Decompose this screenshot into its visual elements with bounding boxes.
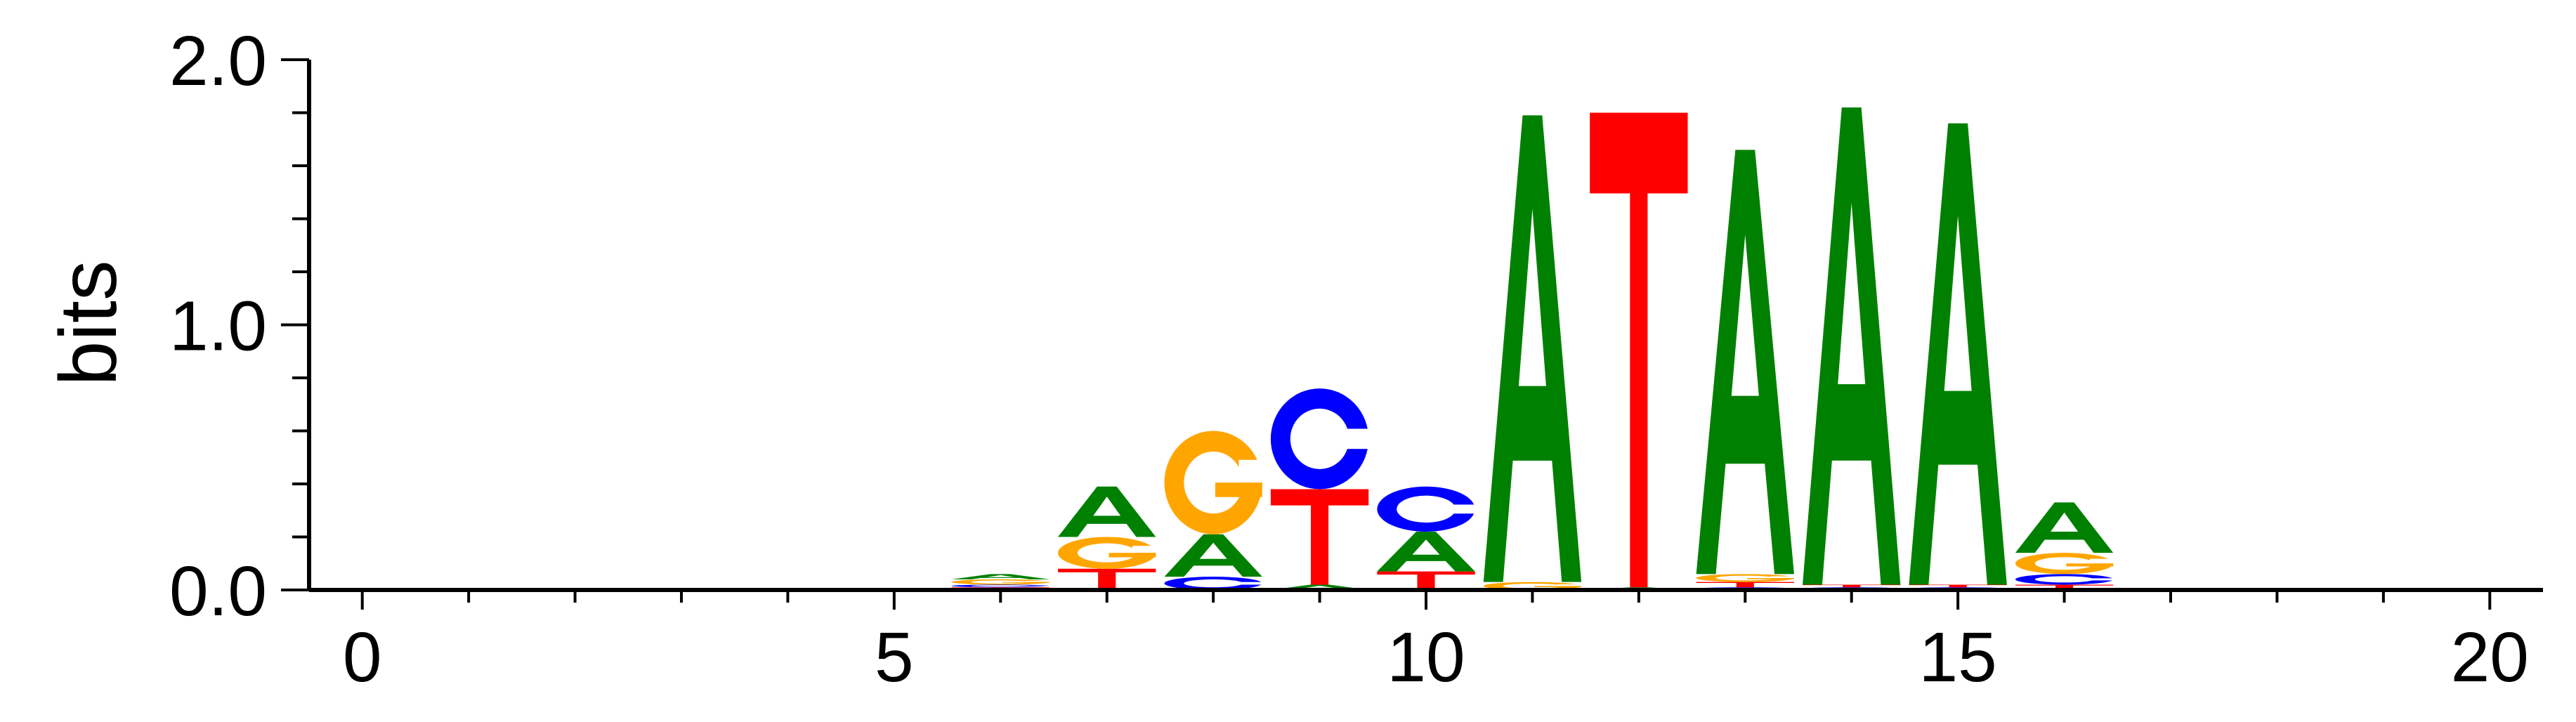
logo-letter-c-pos-9 [1270,388,1371,490]
y-tick-label: 2.0 [169,22,267,100]
logo-letter-g-pos-6 [951,579,1052,585]
logo-letter-t-pos-14 [1803,584,1901,588]
logo-letter-a-pos-6 [951,574,1050,579]
logo-letter-t-pos-15 [1909,584,2007,588]
logo-letter-c-pos-8 [1164,577,1264,590]
logo-letter-t-pos-12 [1590,112,1688,588]
logo-letter-t-pos-7 [1058,568,1156,590]
logo-letter-t-pos-13 [1696,582,1794,588]
logo-letter-g-pos-16 [2015,553,2116,575]
logo-letters [951,107,2116,590]
y-tick-label: 0.0 [169,552,267,631]
logo-letter-a-pos-7 [1058,486,1156,537]
logo-letter-t-pos-16 [2015,584,2114,590]
x-tick-label: 10 [1387,618,1465,697]
x-tick-label: 0 [343,618,382,697]
logo-letter-a-pos-16 [2015,502,2114,553]
logo-letter-a-pos-11 [1483,115,1582,582]
logo-letter-t-pos-9 [1270,489,1369,585]
y-axis-label: bits [44,261,133,386]
logo-letter-g-pos-13 [1696,574,1796,582]
logo-letter-g-pos-8 [1164,431,1264,534]
x-tick-label: 20 [2451,618,2529,697]
x-tick-label: 15 [1919,618,1997,697]
chart-axes: 0 5 10 15 20 0.0 1.0 2.0 [169,22,2543,697]
logo-letter-c-pos-6 [951,584,1052,588]
logo-letter-g-pos-7 [1058,537,1158,569]
logo-letter-c-pos-16 [2015,574,2116,585]
x-tick-label: 5 [875,618,914,697]
logo-letter-a-pos-13 [1696,150,1794,575]
y-tick-label: 1.0 [169,287,267,366]
logo-letter-a-pos-14 [1803,107,1901,585]
logo-letter-c-pos-10 [1377,486,1477,532]
logo-letter-a-pos-15 [1909,123,2007,585]
logo-letter-t-pos-10 [1377,571,1475,590]
logo-letter-a-pos-10 [1377,531,1475,572]
logo-letter-a-pos-8 [1164,534,1262,577]
